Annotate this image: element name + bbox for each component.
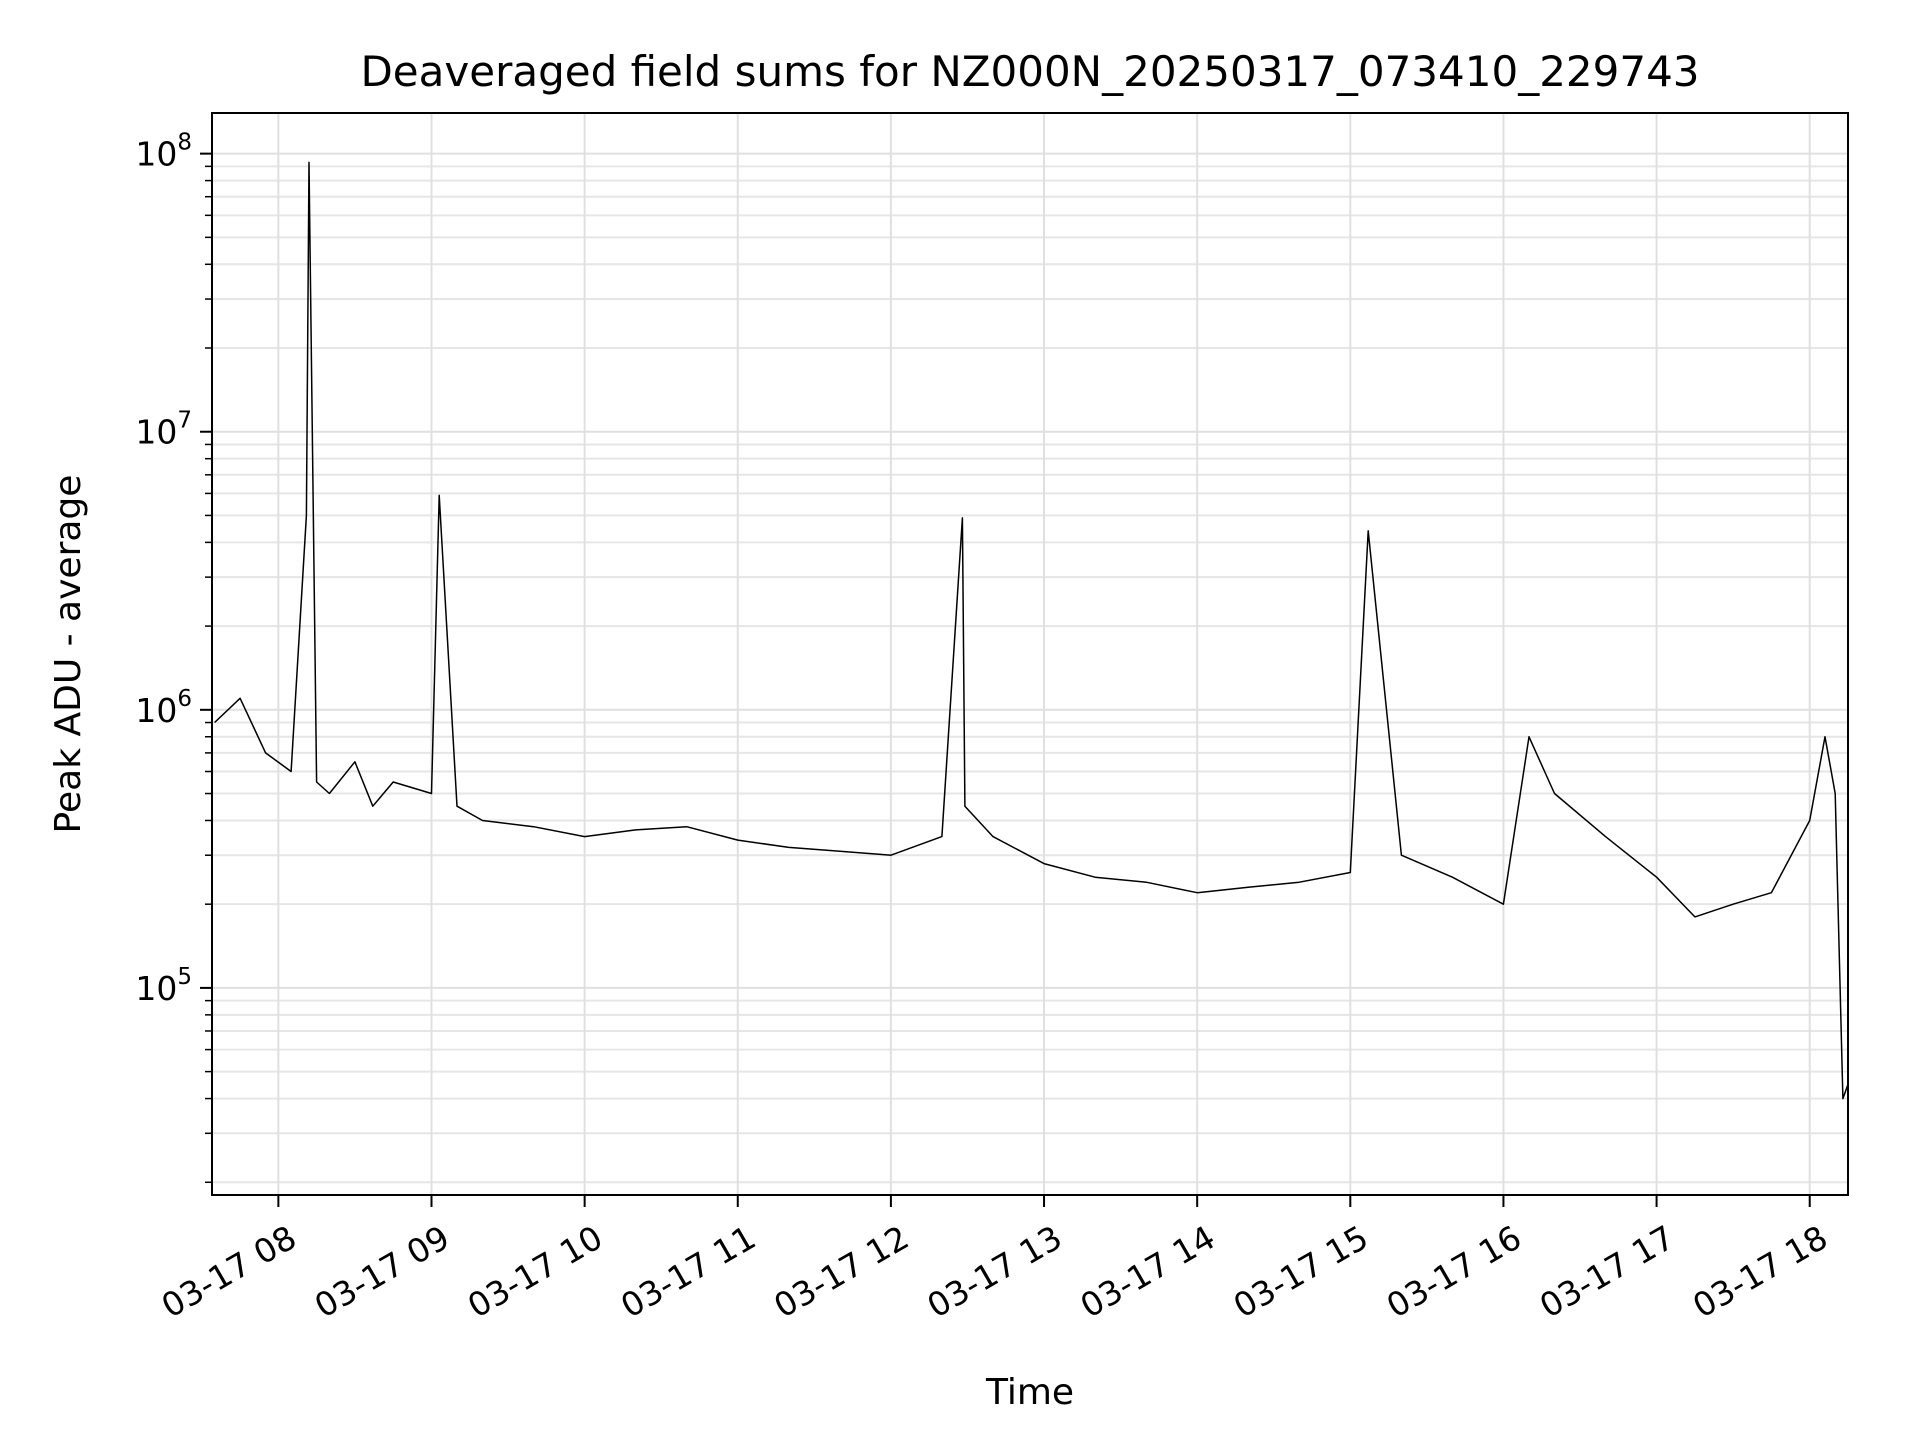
major-gridlines xyxy=(212,113,1848,1195)
y-axis-label: Peak ADU - average xyxy=(48,475,89,834)
y-tick-label: 108 xyxy=(135,130,192,174)
chart-title: Deaveraged field sums for NZ000N_2025031… xyxy=(360,47,1699,96)
x-axis-label: Time xyxy=(985,1372,1074,1413)
y-tick-label: 105 xyxy=(135,964,192,1008)
minor-gridlines xyxy=(212,165,1848,1184)
series-layer xyxy=(214,161,1849,1100)
series-line-0 xyxy=(214,161,1849,1100)
y-tick-label: 107 xyxy=(135,408,192,452)
plot-frame xyxy=(211,112,1849,1196)
y-axis: 105 106 107 108 xyxy=(135,130,212,1184)
y-tick-label: 106 xyxy=(135,686,192,730)
